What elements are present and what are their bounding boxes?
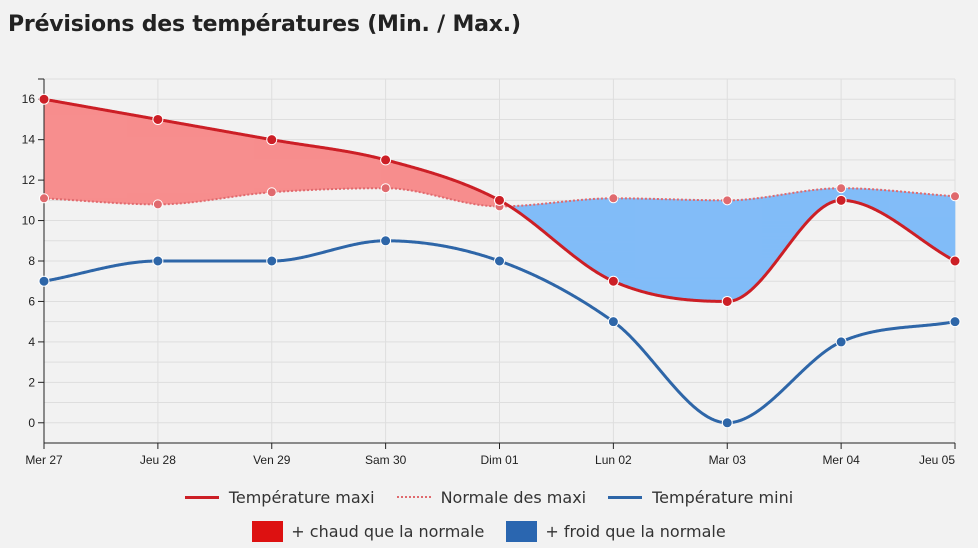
y-tick-label: 6 [28,294,35,308]
x-tick-label: Ven 29 [253,453,291,467]
min-temp-point [607,316,619,328]
y-tick-label: 10 [22,214,36,228]
legend-row-lines: Température maxi Normale des maxi Tempér… [0,485,978,509]
y-tick-label: 8 [28,254,35,268]
axes: 0 2 4 6 8 10 12 14 16 Mer 27 Jeu 28 Ven 29 Sam 30 Dim… [22,78,956,467]
x-tick-label: Jeu 05 [919,453,955,467]
legend-warmer-label: + chaud que la normale [291,521,485,541]
x-tick-label: Mer 27 [25,453,63,467]
max-temp-point [38,93,50,105]
warmer-area [43,98,511,208]
normal-max-point [608,193,619,204]
normal-max-point [152,199,163,210]
normal-max-line [43,187,956,208]
legend-warmer-swatch [252,520,284,542]
y-tick-label: 12 [22,173,36,187]
legend-item-normal[interactable]: Normale des maxi [396,487,587,507]
x-tick-label: Sam 30 [365,453,407,467]
y-tick-label: 0 [28,416,35,430]
y-tick-label: 14 [22,133,36,147]
normal-max-point [950,191,960,202]
min-temp-point [380,235,392,247]
min-temp-point [949,316,961,328]
legend-row-areas: + chaud que la normale + froid que la no… [0,519,978,543]
min-temp-point [38,275,50,287]
legend-item-warmer[interactable]: + chaud que la normale [252,520,485,542]
y-tick-label: 2 [28,375,35,389]
legend-colder-label: + froid que la normale [545,521,726,541]
normal-max-point [39,193,49,204]
normal-max-point [266,187,277,198]
max-temp-point [380,154,392,166]
min-temp-point [152,255,164,267]
legend-normal-line [396,496,431,498]
legend-normal-label: Normale des maxi [440,487,587,507]
legend-max-line [184,495,219,499]
legend-item-min[interactable]: Température mini [608,488,793,507]
legend-max-label: Température maxi [228,487,375,507]
chart-title: Prévisions des températures (Min. / Max.… [8,12,521,37]
legend-min-label: Température mini [652,487,794,507]
legend-colder-swatch [506,520,538,542]
normal-max-point [722,195,733,206]
colder-area [509,187,956,302]
y-tick-label: 4 [28,335,35,349]
legend-item-max[interactable]: Température maxi [184,487,375,507]
normal-max-point [836,183,847,194]
min-temp-point [494,255,505,267]
max-temp-point [835,194,847,206]
max-temp-point [721,295,733,307]
max-temp-point [607,275,619,287]
x-tick-label: Mar 03 [709,453,747,467]
legend-min-line [608,495,643,499]
series-points [38,93,961,429]
normal-max-point [380,183,391,194]
max-temp-point [494,194,505,206]
x-tick-label: Mer 04 [822,453,860,467]
x-tick-label: Lun 02 [595,453,632,467]
legend-item-colder[interactable]: + froid que la normale [506,520,726,542]
max-temp-point [152,113,164,125]
min-temp-point [721,417,733,429]
x-tick-label: Dim 01 [480,453,518,467]
max-temp-point [949,255,961,267]
x-tick-label: Jeu 28 [140,453,176,467]
min-temp-point [266,255,278,267]
max-temp-point [266,134,278,146]
y-tick-label: 16 [22,92,36,106]
min-temp-point [835,336,847,348]
